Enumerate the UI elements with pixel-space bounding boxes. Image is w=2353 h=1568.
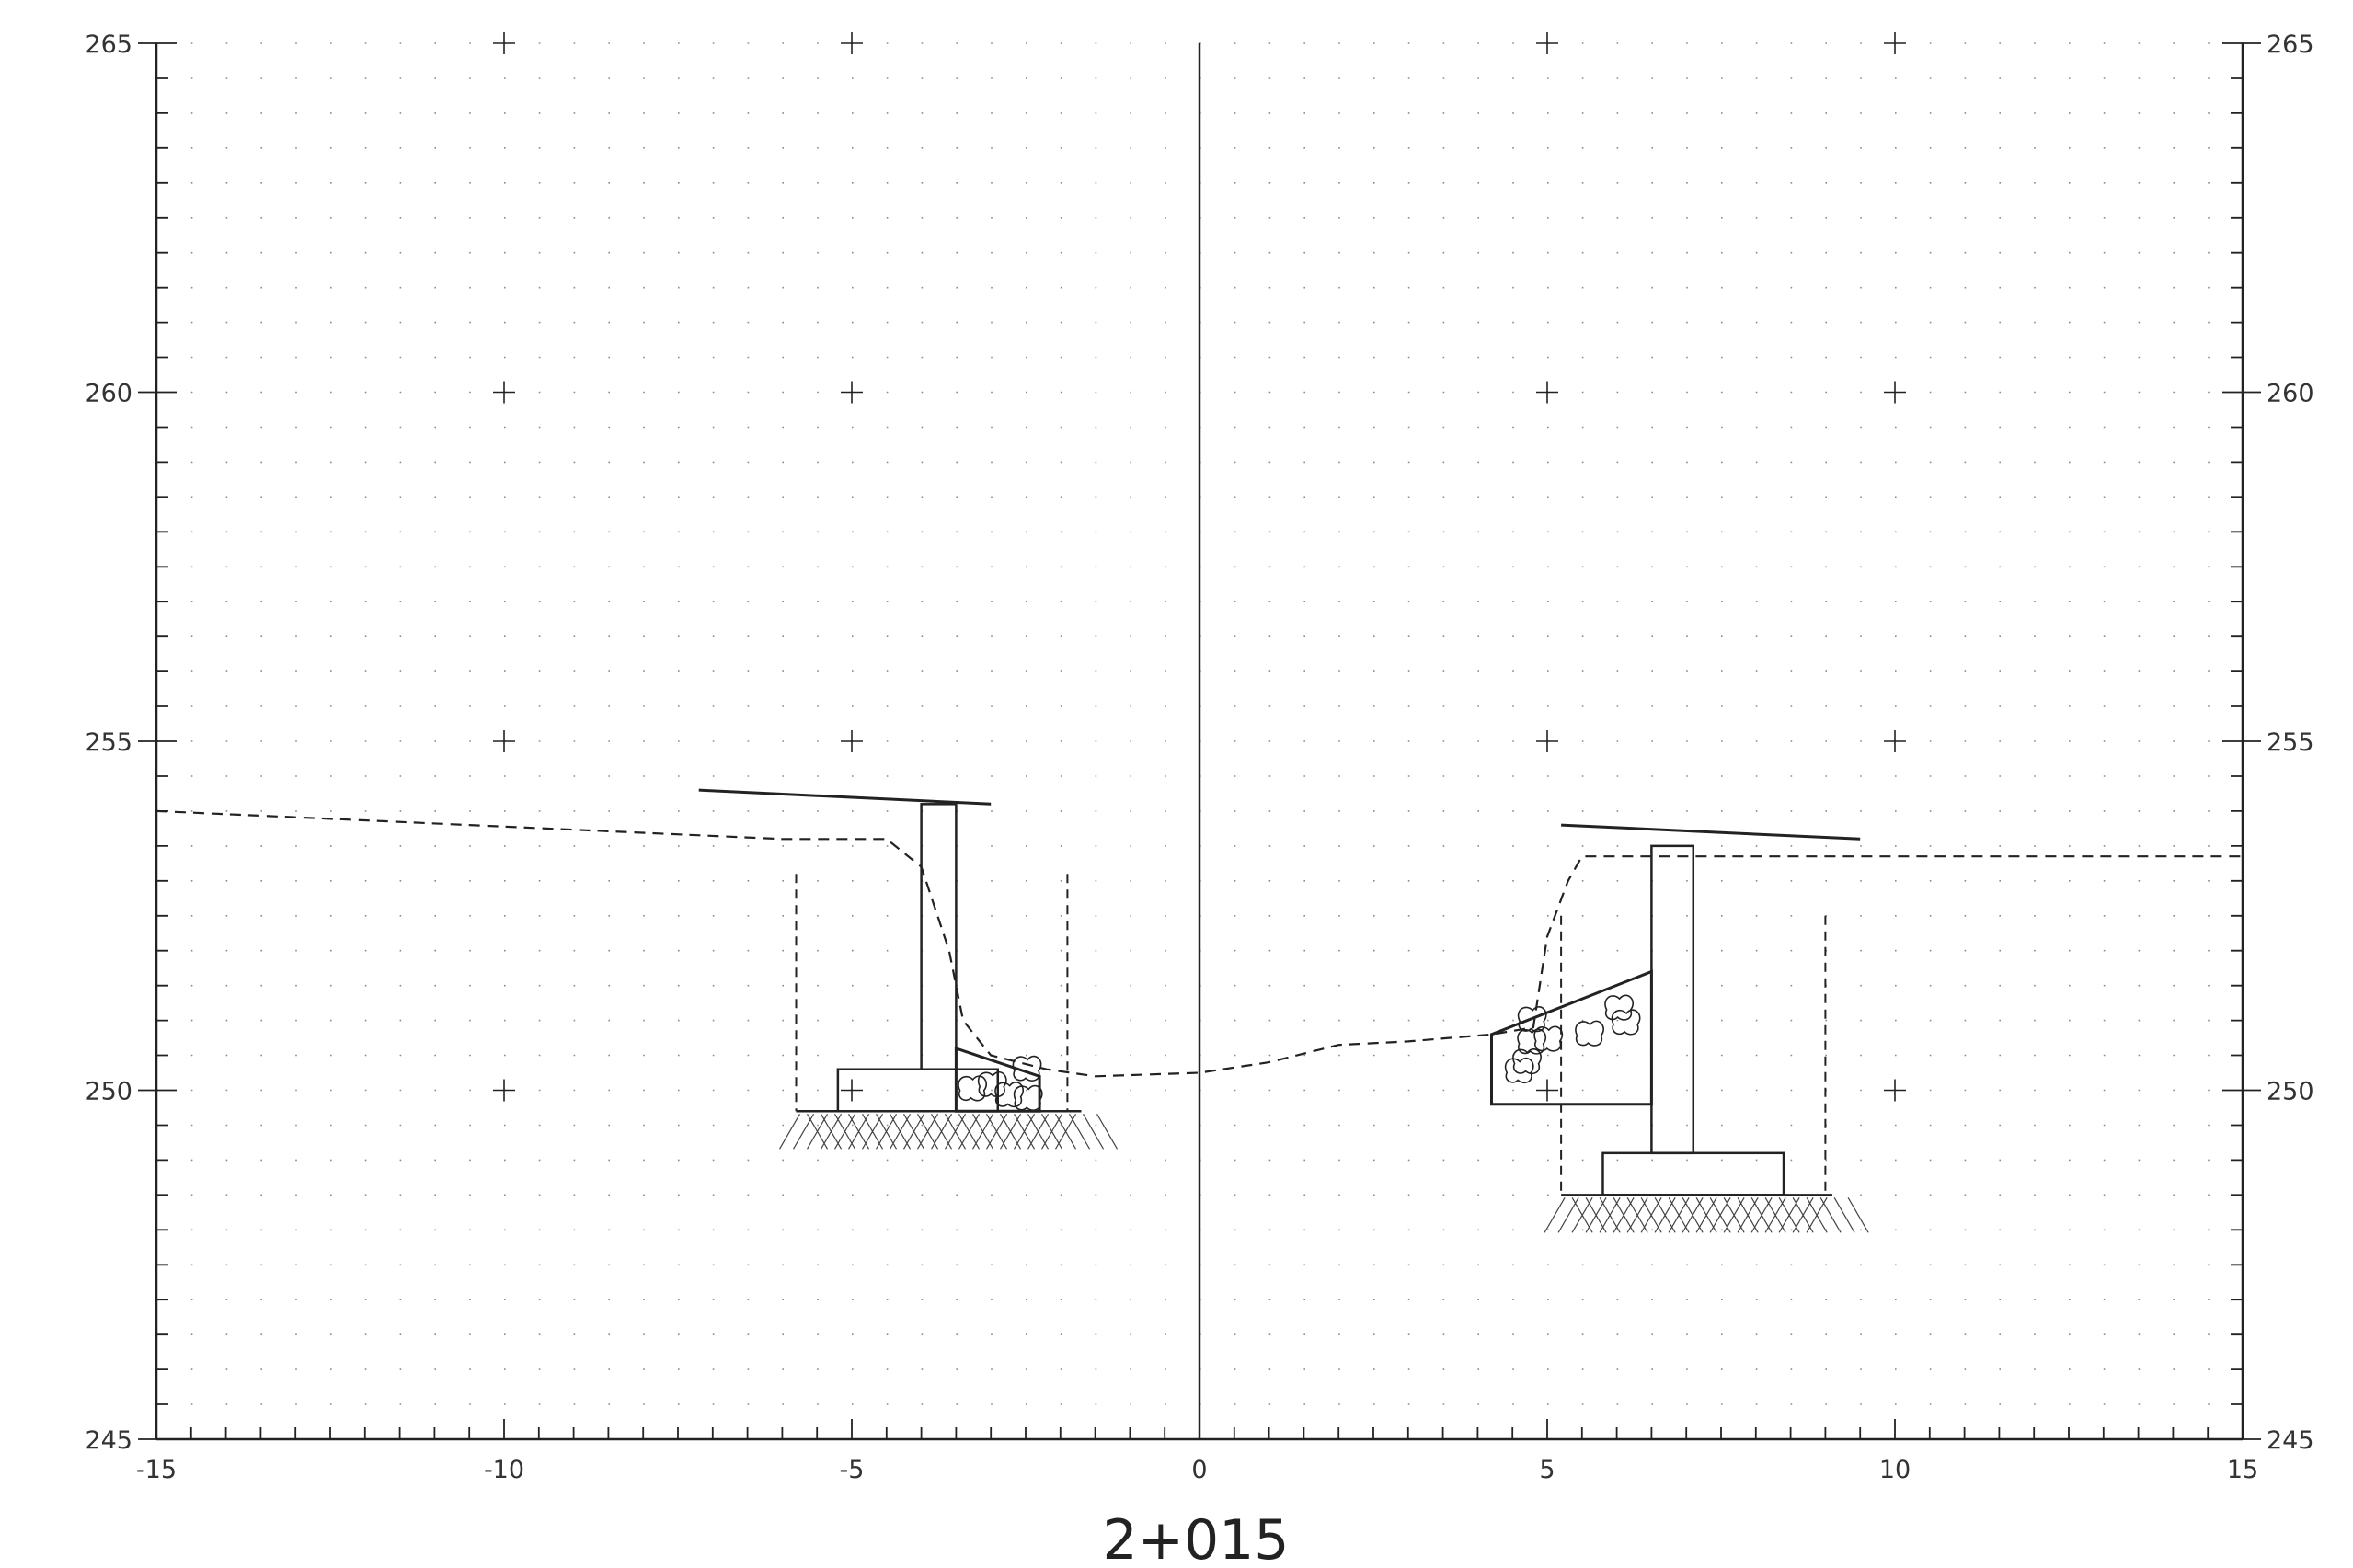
riprap-stone bbox=[1517, 1028, 1547, 1055]
grid-cross bbox=[1884, 381, 1906, 404]
x-tick-label: 0 bbox=[1191, 1456, 1207, 1484]
left-abutment-stem bbox=[920, 803, 958, 1070]
x-tick-label: -10 bbox=[484, 1456, 524, 1484]
existing-ground-line bbox=[155, 809, 2243, 1078]
left-abutment-deck-top bbox=[698, 788, 992, 806]
riprap-stone bbox=[1611, 1009, 1641, 1036]
grid-crosses bbox=[493, 32, 1906, 1102]
riprap-stone bbox=[1517, 1006, 1547, 1033]
riprap-stone bbox=[1575, 1020, 1604, 1047]
grid-cross bbox=[841, 730, 863, 752]
station-label: 2+015 bbox=[1103, 1508, 1290, 1568]
y-axis-tick-labels-right: 245 250 255 260 265 bbox=[2267, 30, 2314, 1455]
left-foundation-ground-hatch bbox=[779, 1113, 1119, 1150]
axis-ticks bbox=[138, 42, 2261, 1440]
grid-cross bbox=[1884, 730, 1906, 752]
y-tick-label-right: 250 bbox=[2267, 1078, 2314, 1106]
grid-cross bbox=[1536, 32, 1558, 54]
grid-cross bbox=[1536, 381, 1558, 404]
riprap-stone bbox=[1512, 1048, 1542, 1075]
right-foundation-ground-hatch bbox=[1544, 1197, 1869, 1233]
grid-cross bbox=[841, 381, 863, 404]
right-abutment-riprap bbox=[1490, 969, 1653, 1106]
grid-cross bbox=[493, 32, 515, 54]
riprap-stone bbox=[1533, 1025, 1564, 1052]
tick-marks bbox=[138, 42, 2261, 1440]
y-tick-label-left: 245 bbox=[85, 1426, 132, 1455]
grid-cross bbox=[493, 730, 515, 752]
x-tick-label: -5 bbox=[840, 1456, 865, 1484]
y-tick-label-right: 260 bbox=[2267, 380, 2314, 408]
x-tick-label: 5 bbox=[1539, 1456, 1555, 1484]
grid-cross bbox=[1884, 32, 1906, 54]
y-tick-label-left: 260 bbox=[85, 380, 132, 408]
y-tick-label-right: 245 bbox=[2267, 1426, 2314, 1455]
x-tick-label: 10 bbox=[1879, 1456, 1911, 1484]
ground-profile bbox=[155, 809, 2243, 1078]
y-tick-label-left: 250 bbox=[85, 1078, 132, 1106]
riprap-stone bbox=[994, 1082, 1025, 1108]
riprap-stone bbox=[958, 1075, 988, 1102]
riprap-stone bbox=[1604, 994, 1635, 1021]
grid-cross bbox=[1536, 1079, 1558, 1102]
structures bbox=[698, 788, 1869, 1233]
x-axis-tick-labels: -15 -10 -5 0 5 10 15 bbox=[136, 1456, 2258, 1484]
y-tick-label-left: 265 bbox=[85, 30, 132, 59]
y-tick-label-left: 255 bbox=[85, 728, 132, 757]
y-tick-label-right: 265 bbox=[2267, 30, 2314, 59]
grid-cross bbox=[493, 381, 515, 404]
riprap-stone bbox=[1504, 1057, 1534, 1084]
right-abutment-stem bbox=[1650, 844, 1695, 1155]
grid-cross bbox=[493, 1079, 515, 1102]
y-axis-tick-labels-left: 245 250 255 260 265 bbox=[85, 30, 132, 1455]
riprap-stone bbox=[1013, 1084, 1043, 1111]
grid-cross bbox=[841, 32, 863, 54]
grid-cross bbox=[1536, 730, 1558, 752]
grid-cross bbox=[841, 1079, 863, 1102]
grid-cross bbox=[1884, 1079, 1906, 1102]
riprap-stone bbox=[1012, 1055, 1042, 1082]
x-tick-label: -15 bbox=[136, 1456, 177, 1484]
y-tick-label-right: 255 bbox=[2267, 728, 2314, 757]
x-tick-label: 15 bbox=[2227, 1456, 2258, 1484]
right-abutment-deck-top bbox=[1561, 823, 1861, 841]
riprap-stone bbox=[978, 1070, 1007, 1098]
